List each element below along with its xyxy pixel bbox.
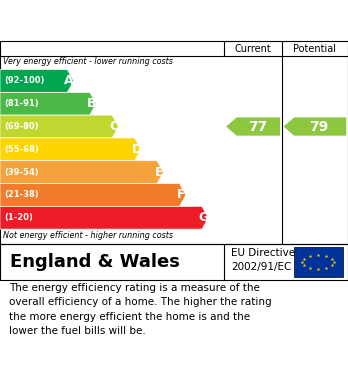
Text: (39-54): (39-54) (4, 168, 39, 177)
Text: C: C (110, 120, 119, 133)
Text: (21-38): (21-38) (4, 190, 39, 199)
Text: D: D (132, 143, 142, 156)
Polygon shape (284, 117, 346, 136)
Text: The energy efficiency rating is a measure of the
overall efficiency of a home. T: The energy efficiency rating is a measur… (9, 283, 271, 336)
Polygon shape (0, 138, 141, 161)
Text: Not energy efficient - higher running costs: Not energy efficient - higher running co… (3, 231, 174, 240)
Text: Very energy efficient - lower running costs: Very energy efficient - lower running co… (3, 57, 173, 66)
Text: Potential: Potential (293, 44, 337, 54)
Text: (69-80): (69-80) (4, 122, 39, 131)
Polygon shape (0, 92, 96, 115)
Bar (294, 247, 343, 277)
Text: (55-68): (55-68) (4, 145, 39, 154)
Polygon shape (0, 161, 164, 183)
Text: E: E (155, 166, 163, 179)
Polygon shape (226, 117, 280, 136)
Text: (92-100): (92-100) (4, 76, 45, 85)
Polygon shape (0, 115, 118, 138)
Text: EU Directive
2002/91/EC: EU Directive 2002/91/EC (231, 248, 295, 272)
Text: A: A (64, 74, 74, 88)
Text: B: B (87, 97, 96, 110)
Text: 77: 77 (248, 120, 267, 133)
Text: 79: 79 (309, 120, 329, 133)
Text: Energy Efficiency Rating: Energy Efficiency Rating (9, 15, 230, 30)
Polygon shape (0, 206, 208, 229)
Text: Current: Current (235, 44, 271, 54)
Text: (1-20): (1-20) (4, 213, 33, 222)
Text: F: F (177, 188, 186, 201)
Polygon shape (0, 183, 186, 206)
Text: England & Wales: England & Wales (10, 253, 180, 271)
Text: G: G (199, 211, 209, 224)
Polygon shape (0, 70, 74, 92)
Text: (81-91): (81-91) (4, 99, 39, 108)
